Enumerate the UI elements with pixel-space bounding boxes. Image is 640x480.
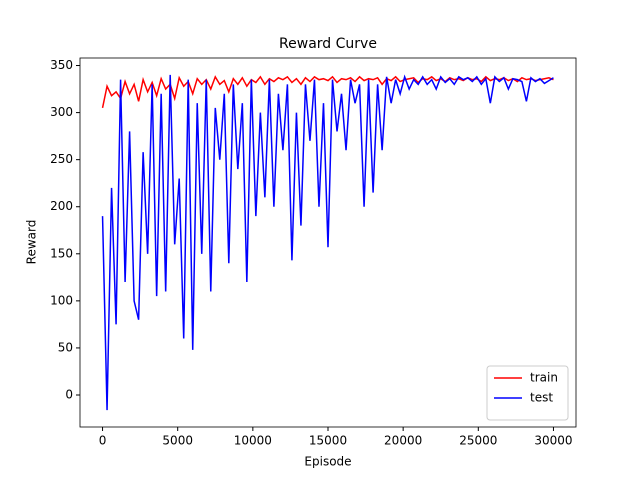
y-tick-label: 200: [50, 199, 73, 213]
x-tick-label: 30000: [534, 434, 572, 448]
y-tick-label: 100: [50, 293, 73, 307]
x-tick-label: 15000: [309, 434, 347, 448]
y-tick-label: 300: [50, 105, 73, 119]
y-tick-label: 250: [50, 152, 73, 166]
x-tick-label: 20000: [384, 434, 422, 448]
legend-label: train: [530, 371, 558, 385]
y-axis-label: Reward: [25, 220, 39, 265]
legend-label: test: [530, 391, 553, 405]
y-tick-label: 350: [50, 58, 73, 72]
series-line: [101, 74, 554, 411]
y-tick-label: 150: [50, 246, 73, 260]
legend-box: [486, 365, 569, 421]
x-axis-label: Episode: [304, 455, 351, 469]
x-tick-label: 25000: [459, 434, 497, 448]
axes-frame: [79, 57, 577, 428]
x-tick-label: 5000: [162, 434, 193, 448]
x-tick-label: 0: [99, 434, 107, 448]
y-tick-label: 0: [65, 387, 73, 401]
y-tick-label: 50: [58, 340, 73, 354]
chart-title: Reward Curve: [279, 36, 377, 52]
x-tick-label: 10000: [234, 434, 272, 448]
